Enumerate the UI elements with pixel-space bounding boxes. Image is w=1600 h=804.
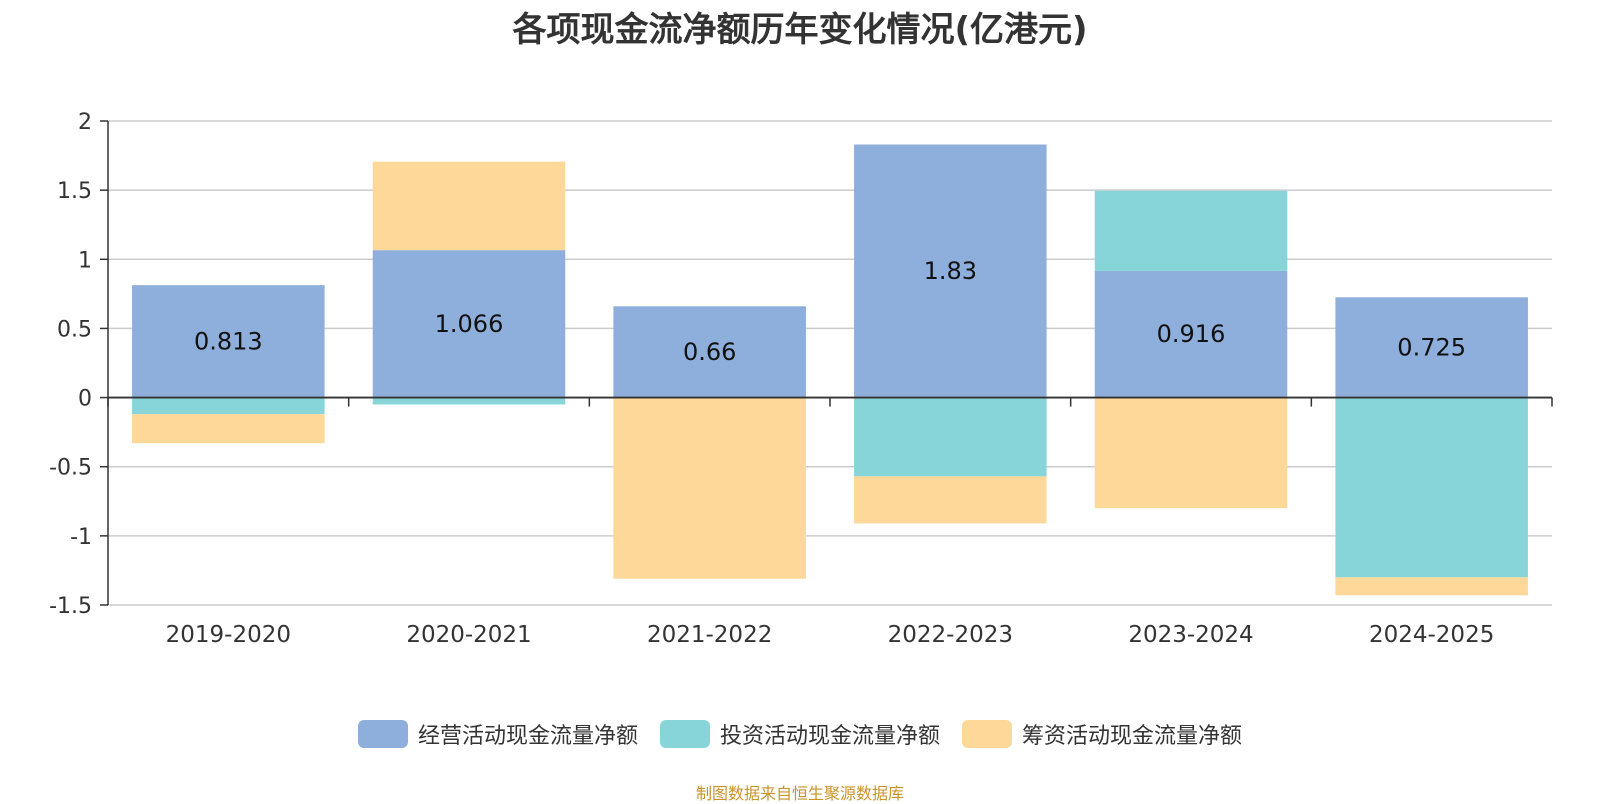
data-label: 0.66 — [683, 338, 736, 366]
bar-investing-2024-2025 — [1335, 397, 1528, 578]
legend-label-financing: 筹资活动现金流量净额 — [1022, 724, 1243, 749]
x-tick-label: 2024-2025 — [1369, 622, 1494, 648]
legend-item-investing[interactable]: 投资活动现金流量净额 — [659, 718, 940, 750]
data-label: 0.813 — [194, 327, 263, 355]
bar-operating-2023-2024 — [1094, 270, 1288, 398]
data-label: 1.066 — [435, 310, 504, 338]
legend-swatch-operating — [357, 720, 408, 748]
legend-item-financing[interactable]: 筹资活动现金流量净额 — [962, 718, 1242, 750]
bar-operating-2022-2023 — [854, 144, 1047, 398]
bar-financing-2021-2022 — [613, 397, 806, 579]
data-label: 1.83 — [924, 257, 977, 285]
bar-operating-2024-2025 — [1335, 297, 1528, 398]
y-tick-label: 2 — [78, 110, 92, 135]
bar-operating-2021-2022 — [613, 306, 806, 398]
bar-investing-2022-2023 — [854, 397, 1047, 477]
x-tick-label: 2023-2024 — [1128, 622, 1253, 648]
legend-label-investing: 投资活动现金流量净额 — [719, 724, 940, 749]
axes: 2 1.5 1 0.5 0 -0.5 -1 -1.5 2019-2020 2020-2021 202… — [49, 110, 1553, 648]
source-note: 制图数据来自恒生聚源数据库 — [695, 784, 904, 803]
legend-label-operating: 经营活动现金流量净额 — [417, 724, 638, 749]
legend-item-operating[interactable]: 经营活动现金流量净额 — [357, 718, 638, 750]
legend: 经营活动现金流量净额 投资活动现金流量净额 筹资活动现金流量净额 — [0, 718, 1600, 750]
bar-investing-2020-2021 — [372, 397, 566, 405]
y-tick-label: -1 — [70, 525, 92, 550]
y-tick-label: -0.5 — [49, 456, 92, 481]
legend-swatch-investing — [659, 720, 710, 748]
bar-financing-2022-2023 — [854, 476, 1047, 524]
data-label: 0.725 — [1397, 333, 1466, 361]
y-tick-label: 1 — [78, 248, 92, 273]
y-tick-label: 1.5 — [57, 179, 92, 204]
x-tick-label: 2021-2022 — [647, 622, 772, 648]
bar-investing-2023-2024 — [1094, 190, 1288, 271]
data-label: 0.916 — [1157, 320, 1226, 348]
chart-title: 各项现金流净额历年变化情况(亿港元) — [512, 10, 1088, 50]
x-tick-label: 2020-2021 — [406, 622, 531, 648]
data-labels: 0.813 1.066 0.66 1.83 0.916 0.725 — [194, 257, 1466, 366]
bar-marks — [132, 144, 1528, 596]
grid-lines — [108, 120, 1552, 606]
legend-swatch-financing — [962, 720, 1012, 748]
x-tick-label: 2022-2023 — [888, 622, 1013, 648]
y-tick-label: -1.5 — [49, 594, 92, 619]
bar-financing-2019-2020 — [132, 414, 325, 444]
bar-financing-2023-2024 — [1094, 397, 1288, 509]
x-tick-label: 2019-2020 — [166, 622, 291, 648]
bar-financing-2020-2021 — [372, 161, 566, 251]
y-tick-label: 0.5 — [57, 317, 92, 342]
y-tick-label: 0 — [78, 387, 92, 412]
stacked-bar-chart: 0.813 1.066 0.66 1.83 0.916 0.725 2 1.5 1 0.5 0 -0… — [49, 110, 1553, 648]
bar-operating-2020-2021 — [372, 250, 566, 398]
bar-financing-2024-2025 — [1335, 577, 1528, 596]
bar-operating-2019-2020 — [132, 285, 325, 398]
bar-investing-2019-2020 — [132, 397, 325, 415]
